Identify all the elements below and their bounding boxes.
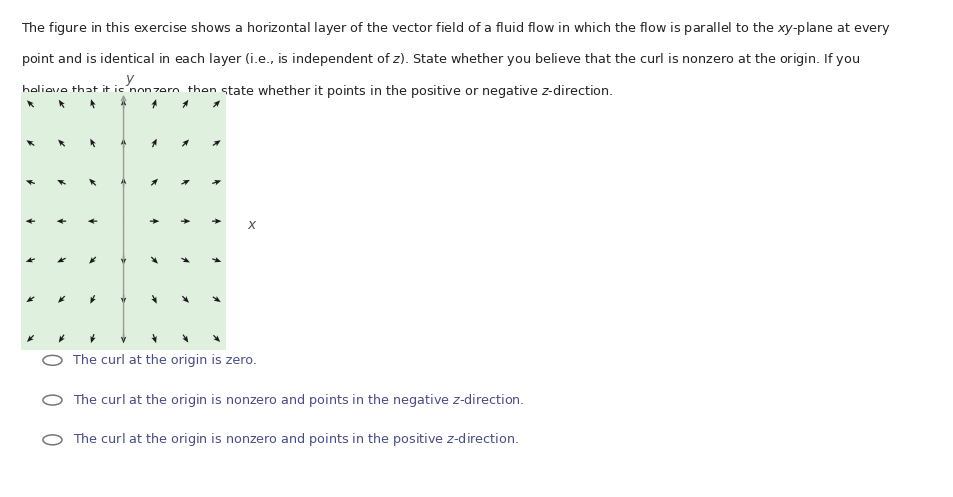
Text: The curl at the origin is zero.: The curl at the origin is zero. — [73, 354, 257, 367]
Text: believe that it is nonzero, then state whether it points in the positive or nega: believe that it is nonzero, then state w… — [21, 83, 613, 99]
Text: x: x — [248, 218, 255, 232]
Text: The figure in this exercise shows a horizontal layer of the vector field of a fl: The figure in this exercise shows a hori… — [21, 20, 890, 37]
Text: y: y — [125, 72, 133, 86]
Text: point and is identical in each layer (i.e., is independent of $z$). State whethe: point and is identical in each layer (i.… — [21, 51, 860, 68]
Text: The curl at the origin is nonzero and points in the positive $z$-direction.: The curl at the origin is nonzero and po… — [73, 431, 518, 448]
Text: The curl at the origin is nonzero and points in the negative $z$-direction.: The curl at the origin is nonzero and po… — [73, 392, 524, 409]
